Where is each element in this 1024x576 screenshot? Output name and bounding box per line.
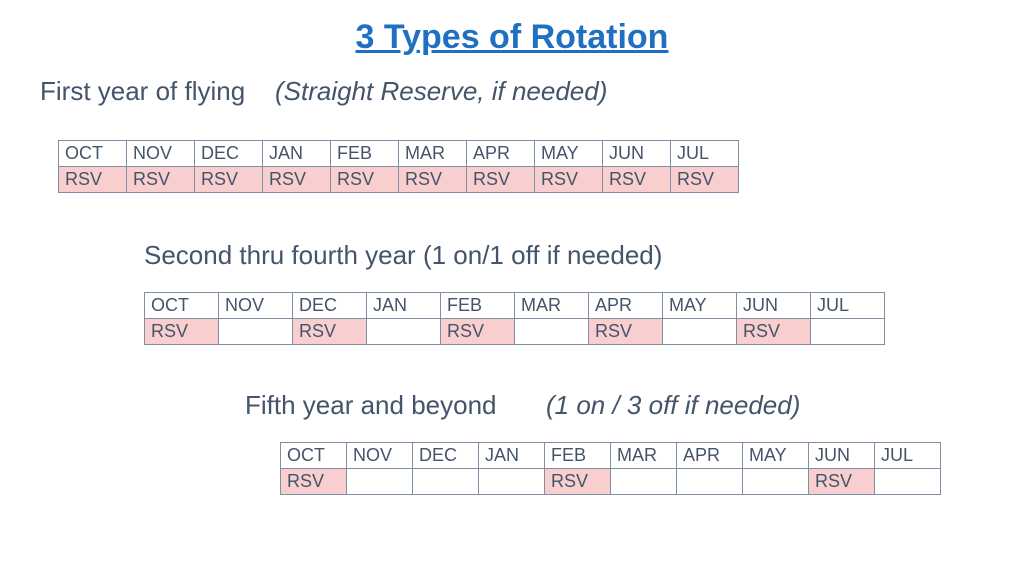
rsv-cell <box>219 319 293 345</box>
rsv-cell: RSV <box>127 167 195 193</box>
month-header-cell: APR <box>589 293 663 319</box>
rsv-cell <box>515 319 589 345</box>
rsv-cell <box>677 469 743 495</box>
month-header-cell: JUL <box>671 141 739 167</box>
month-header-cell: MAY <box>535 141 603 167</box>
rotation-table-fifth: OCTNOVDECJANFEBMARAPRMAYJUNJULRSVRSVRSV <box>280 442 941 495</box>
rsv-cell <box>663 319 737 345</box>
rsv-cell: RSV <box>331 167 399 193</box>
section-label-first: First year of flying <box>40 76 245 107</box>
month-header-cell: FEB <box>545 443 611 469</box>
rotation-table-first: OCTNOVDECJANFEBMARAPRMAYJUNJULRSVRSVRSVR… <box>58 140 739 193</box>
rsv-cell <box>347 469 413 495</box>
rsv-cell: RSV <box>589 319 663 345</box>
month-header-cell: MAY <box>663 293 737 319</box>
rsv-cell: RSV <box>441 319 515 345</box>
section-note-first: (Straight Reserve, if needed) <box>275 76 607 107</box>
rsv-cell <box>367 319 441 345</box>
month-header-cell: JUL <box>875 443 941 469</box>
rsv-cell <box>479 469 545 495</box>
rsv-cell: RSV <box>59 167 127 193</box>
rsv-cell: RSV <box>535 167 603 193</box>
page-title: 3 Types of Rotation <box>0 18 1024 57</box>
month-header-cell: NOV <box>127 141 195 167</box>
month-header-cell: APR <box>677 443 743 469</box>
month-header-cell: JUN <box>737 293 811 319</box>
month-header-cell: FEB <box>331 141 399 167</box>
month-header-cell: MAR <box>515 293 589 319</box>
section-label-second: Second thru fourth year (1 on/1 off if n… <box>144 240 662 271</box>
month-header-cell: NOV <box>219 293 293 319</box>
month-header-cell: DEC <box>293 293 367 319</box>
rsv-cell <box>413 469 479 495</box>
month-header-cell: JAN <box>263 141 331 167</box>
month-header-cell: JUN <box>603 141 671 167</box>
month-header-cell: MAY <box>743 443 809 469</box>
month-header-cell: NOV <box>347 443 413 469</box>
rsv-cell <box>811 319 885 345</box>
rsv-cell: RSV <box>145 319 219 345</box>
month-header-cell: APR <box>467 141 535 167</box>
rotation-table-second: OCTNOVDECJANFEBMARAPRMAYJUNJULRSVRSVRSVR… <box>144 292 885 345</box>
month-header-cell: JAN <box>479 443 545 469</box>
month-header-cell: OCT <box>281 443 347 469</box>
rsv-cell: RSV <box>281 469 347 495</box>
rsv-cell: RSV <box>263 167 331 193</box>
rsv-cell: RSV <box>195 167 263 193</box>
month-header-cell: DEC <box>413 443 479 469</box>
rsv-cell <box>875 469 941 495</box>
month-header-cell: DEC <box>195 141 263 167</box>
month-header-cell: JUL <box>811 293 885 319</box>
rsv-cell: RSV <box>737 319 811 345</box>
rsv-cell <box>611 469 677 495</box>
month-header-cell: OCT <box>145 293 219 319</box>
rsv-cell: RSV <box>809 469 875 495</box>
month-header-cell: OCT <box>59 141 127 167</box>
month-header-cell: FEB <box>441 293 515 319</box>
rsv-cell: RSV <box>671 167 739 193</box>
month-header-cell: MAR <box>399 141 467 167</box>
rsv-cell <box>743 469 809 495</box>
rsv-cell: RSV <box>293 319 367 345</box>
rsv-cell: RSV <box>545 469 611 495</box>
section-note-fifth: (1 on / 3 off if needed) <box>546 390 800 421</box>
month-header-cell: MAR <box>611 443 677 469</box>
section-label-fifth: Fifth year and beyond <box>245 390 497 421</box>
rsv-cell: RSV <box>603 167 671 193</box>
month-header-cell: JUN <box>809 443 875 469</box>
month-header-cell: JAN <box>367 293 441 319</box>
rsv-cell: RSV <box>467 167 535 193</box>
rsv-cell: RSV <box>399 167 467 193</box>
